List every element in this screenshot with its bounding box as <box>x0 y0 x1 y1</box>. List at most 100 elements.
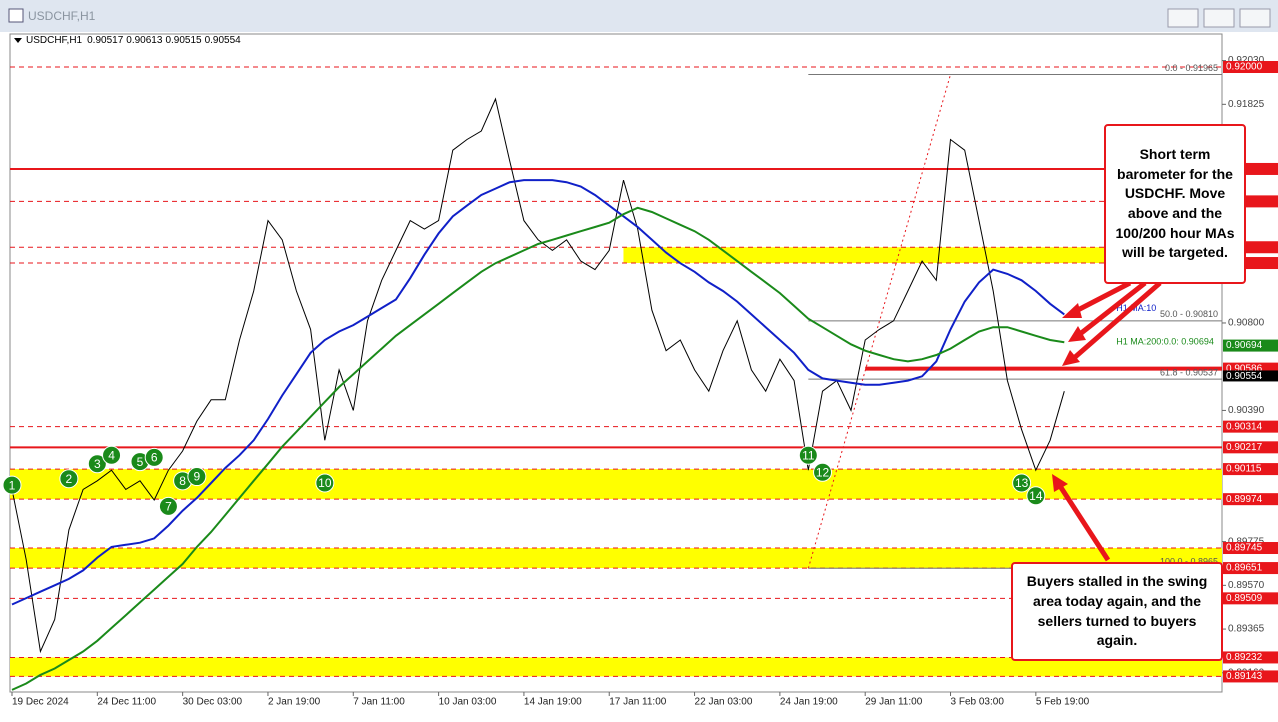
swing-marker <box>2 475 22 495</box>
level-label: 0.90115 <box>1226 464 1262 475</box>
level-label-box <box>1223 420 1278 433</box>
level-label: 0.90314 <box>1226 421 1263 432</box>
level-label: 0.92000 <box>1226 62 1263 73</box>
arrows <box>1052 280 1162 562</box>
level-label: 0.89509 <box>1226 593 1263 604</box>
window-icon <box>8 8 24 23</box>
level-label-box <box>1223 441 1278 454</box>
swing-marker-label: 8 <box>179 474 186 488</box>
arrow <box>1072 281 1162 360</box>
y-tick-label: 0.89570 <box>1228 580 1265 591</box>
y-tick-label: 0.89775 <box>1228 536 1265 547</box>
x-tick-label: 10 Jan 03:00 <box>439 697 497 708</box>
swing-marker-label: 3 <box>94 457 101 471</box>
y-tick-label: 0.89365 <box>1228 624 1265 635</box>
x-tick-label: 7 Jan 11:00 <box>353 697 405 708</box>
swing-marker-label: 4 <box>108 448 115 462</box>
title-bar <box>0 0 1278 32</box>
close-button[interactable] <box>1239 8 1271 28</box>
level-label-box <box>1223 562 1278 575</box>
x-tick-label: 30 Dec 03:00 <box>183 697 243 708</box>
swing-marker <box>813 462 833 482</box>
level-label-box <box>1223 651 1278 664</box>
minimize-button[interactable] <box>1167 8 1199 28</box>
swing-marker <box>59 469 79 489</box>
fib-label: 100.0 - 0.8965 <box>1160 557 1218 567</box>
maximize-button[interactable] <box>1203 8 1235 28</box>
fib-label: 50.0 - 0.90810 <box>1160 309 1218 319</box>
swing-marker <box>798 445 818 465</box>
swing-marker-label: 9 <box>194 470 201 484</box>
swing-marker-label: 2 <box>66 472 73 486</box>
header-arrow <box>14 38 22 43</box>
arrow-head <box>1068 326 1086 342</box>
price-line <box>11 97 1065 654</box>
level-label: 0.90586 <box>1226 363 1263 374</box>
level-label-box <box>1223 592 1278 605</box>
swing-marker-label: 5 <box>137 455 144 469</box>
arrow <box>1072 280 1132 315</box>
swing-marker-label: 11 <box>802 448 815 462</box>
swing-marker <box>102 445 122 465</box>
current-price-box <box>1223 370 1278 382</box>
swing-marker <box>144 447 164 467</box>
ma-label: H1 MA:10 <box>1116 303 1156 313</box>
x-tick-label: 5 Feb 19:00 <box>1036 697 1090 708</box>
y-tick-label: 0.90390 <box>1228 405 1265 416</box>
swing-marker <box>158 496 178 516</box>
level-label-box <box>1223 493 1278 506</box>
open: 0.90517 <box>87 35 124 46</box>
x-tick-label: 29 Jan 11:00 <box>865 697 923 708</box>
zone <box>10 548 1222 569</box>
arrow <box>1057 484 1111 562</box>
x-tick-label: 19 Dec 2024 <box>12 697 69 708</box>
x-tick-label: 14 Jan 19:00 <box>524 697 582 708</box>
level-label: 0.89232 <box>1226 652 1263 663</box>
level-label: 0.90217 <box>1226 442 1263 453</box>
low: 0.90515 <box>165 35 202 46</box>
swing-marker <box>87 454 107 474</box>
swing-marker-label: 1 <box>9 478 16 492</box>
arrow-head <box>1052 474 1068 492</box>
fib-label: 61.8 - 0.90537 <box>1160 367 1218 377</box>
ma-value-box <box>1223 339 1278 352</box>
swing-marker-label: 10 <box>318 476 332 490</box>
swing-marker-label: 12 <box>816 465 830 479</box>
moving-average <box>11 179 1065 606</box>
level-label-box <box>1223 463 1278 476</box>
ma-value-label: 0.90694 <box>1226 340 1263 351</box>
fib-trend <box>807 74 952 569</box>
x-tick-label: 17 Jan 11:00 <box>609 697 667 708</box>
swing-marker <box>315 473 335 493</box>
swing-marker <box>1026 486 1046 506</box>
zone <box>10 657 1222 677</box>
x-tick-label: 24 Jan 19:00 <box>780 697 838 708</box>
level-label-box <box>1223 542 1278 555</box>
current-price-label: 0.90554 <box>1226 371 1263 382</box>
level-label: 0.89745 <box>1226 543 1263 554</box>
chart-header: USDCHF,H1 0.90517 0.90613 0.90515 0.90554 <box>26 35 241 46</box>
swing-marker-label: 13 <box>1015 476 1029 490</box>
swing-marker <box>1012 473 1032 493</box>
x-tick-label: 3 Feb 03:00 <box>951 697 1005 708</box>
x-tick-label: 22 Jan 03:00 <box>695 697 753 708</box>
moving-average <box>11 206 1065 691</box>
y-tick-label: 0.90800 <box>1228 318 1265 329</box>
window-title: USDCHF,H1 <box>28 9 96 23</box>
x-tick-label: 24 Dec 11:00 <box>97 697 156 708</box>
symbol: USDCHF,H1 <box>26 35 83 46</box>
zone <box>623 247 1104 264</box>
y-tick-label: 0.92030 <box>1228 55 1265 66</box>
close: 0.90554 <box>205 35 242 46</box>
swing-marker-label: 6 <box>151 451 158 465</box>
swing-marker-label: 7 <box>165 500 172 514</box>
level-label: 0.89651 <box>1226 563 1263 574</box>
fib-label: 0.0 - 0.91965 <box>1165 63 1218 73</box>
x-tick-label: 2 Jan 19:00 <box>268 697 321 708</box>
level-label: 0.89143 <box>1226 671 1263 682</box>
level-label-box <box>1223 60 1278 73</box>
high: 0.90613 <box>126 35 163 46</box>
annotation: Buyers stalled in the swing area today a… <box>1011 562 1223 661</box>
ma-label: H1 MA:200:0.0: 0.90694 <box>1116 337 1214 347</box>
